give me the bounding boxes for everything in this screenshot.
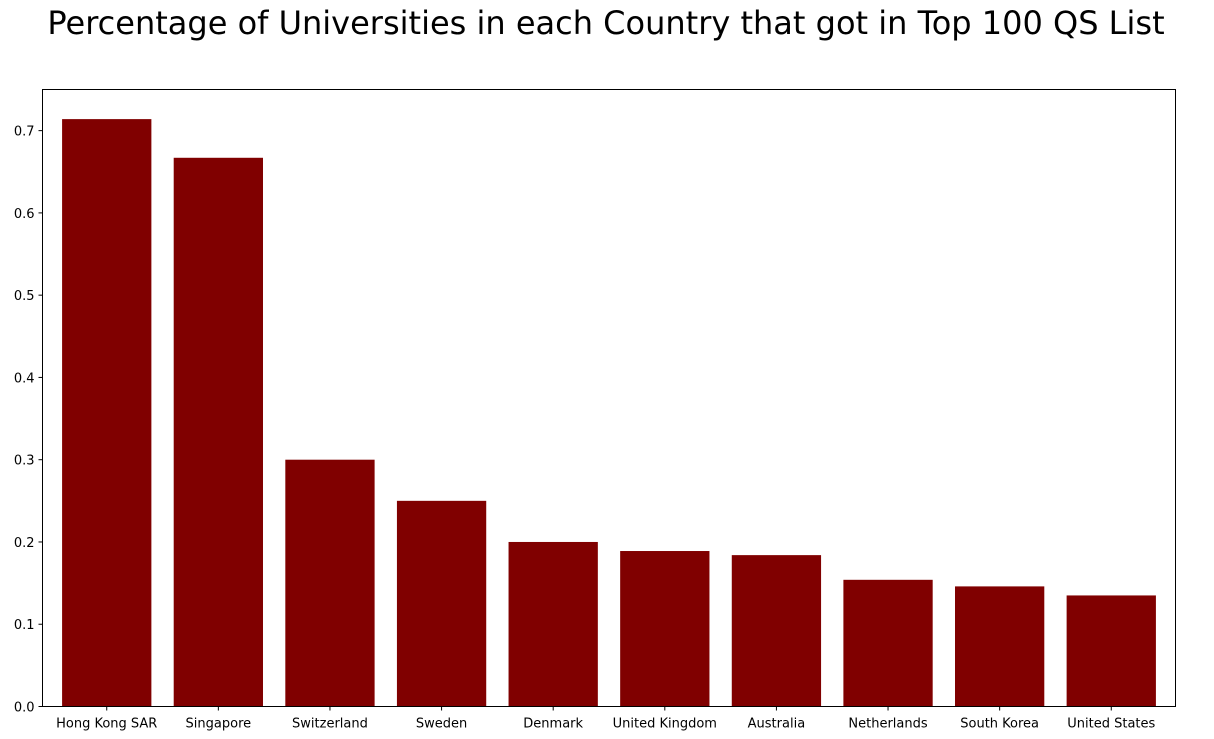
y-tick-label: 0.2 <box>14 536 35 551</box>
bars-layer <box>62 119 1156 707</box>
bar-denmark <box>508 541 598 707</box>
x-tick-label: Hong Kong SAR <box>56 717 157 732</box>
bar-switzerland <box>285 459 375 707</box>
y-tick-label: 0.0 <box>14 701 35 716</box>
chart-title: Percentage of Universities in each Count… <box>47 4 1165 42</box>
y-tick-label: 0.5 <box>14 289 35 304</box>
bar-singapore <box>173 157 263 707</box>
x-tick-label: Australia <box>748 717 806 732</box>
y-tick-label: 0.1 <box>14 618 35 633</box>
bar-hong-kong-sar <box>62 119 152 707</box>
plot-frame <box>42 89 1176 707</box>
x-tick-label: Denmark <box>523 717 583 732</box>
x-tick-label: United States <box>1067 717 1155 732</box>
bar-australia <box>731 555 822 707</box>
y-tick-label: 0.3 <box>14 454 35 469</box>
y-tick-label: 0.4 <box>14 371 35 386</box>
bar-netherlands <box>843 579 933 707</box>
x-tick-label: Singapore <box>186 717 252 732</box>
y-tick-label: 0.6 <box>14 207 35 222</box>
bar-united-kingdom <box>620 551 710 707</box>
x-tick-label: South Korea <box>960 717 1039 732</box>
bar-south-korea <box>955 586 1045 707</box>
bar-united-states <box>1066 595 1156 707</box>
x-tick-label: Switzerland <box>292 717 368 732</box>
y-tick-label: 0.7 <box>14 125 35 140</box>
x-tick-label: Netherlands <box>848 717 927 732</box>
x-axis: Hong Kong SAR Singapore Switzerland Sweden D… <box>56 706 1156 732</box>
bar-sweden <box>396 500 487 707</box>
x-tick-label: United Kingdom <box>613 717 717 732</box>
y-axis: 0.0 0.1 0.2 0.3 0.4 0.5 0.6 0.7 <box>14 125 43 716</box>
x-tick-label: Sweden <box>416 717 467 732</box>
